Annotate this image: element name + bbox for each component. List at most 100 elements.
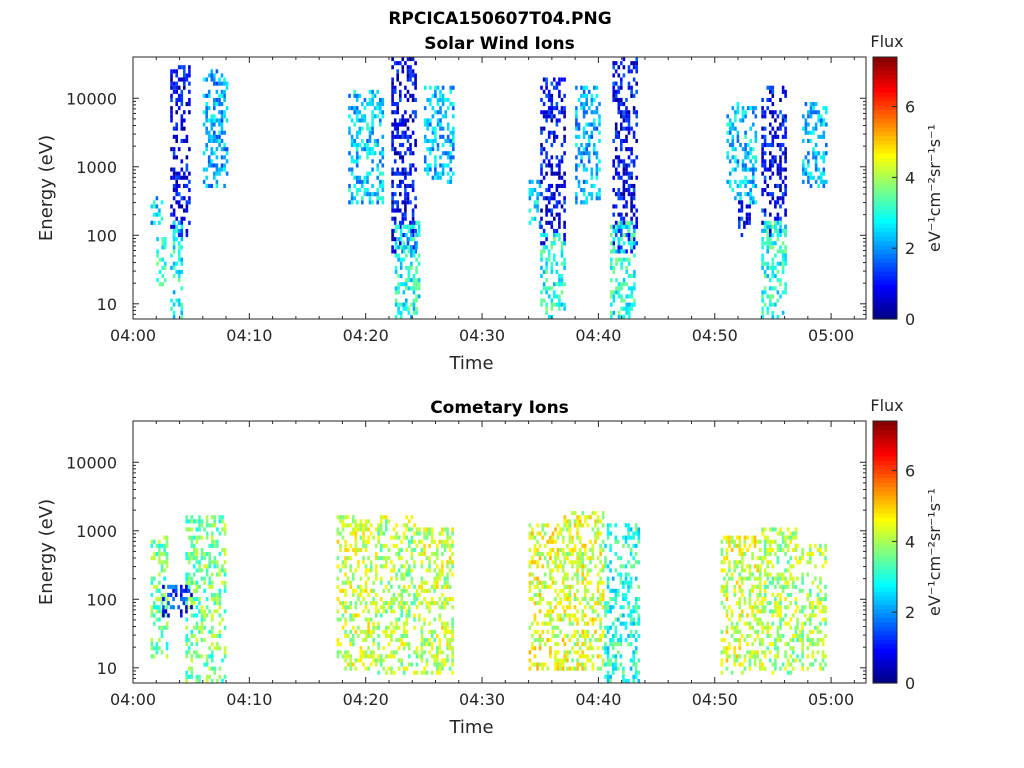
spectrogram-cell bbox=[350, 155, 354, 160]
spectrogram-cell bbox=[446, 658, 449, 663]
spectrogram-cell bbox=[720, 650, 724, 655]
spectrogram-cell bbox=[375, 572, 378, 577]
spectrogram-cell bbox=[533, 543, 537, 548]
spectrogram-cell bbox=[819, 621, 822, 626]
spectrogram-cell bbox=[210, 163, 214, 168]
spectrogram-cell bbox=[177, 245, 181, 250]
spectrogram-cell bbox=[377, 527, 380, 532]
spectrogram-cell bbox=[771, 171, 775, 176]
spectrogram-cell bbox=[632, 237, 636, 242]
spectrogram-cell bbox=[399, 237, 403, 242]
spectrogram-cell bbox=[563, 515, 567, 520]
spectrogram-cell bbox=[420, 633, 424, 638]
spectrogram-cell bbox=[784, 118, 787, 123]
spectrogram-cell bbox=[536, 531, 539, 536]
spectrogram-cell bbox=[536, 196, 539, 201]
spectrogram-cell bbox=[367, 646, 370, 651]
spectrogram-cell bbox=[541, 552, 544, 557]
x-axis-label: Time bbox=[448, 717, 493, 738]
spectrogram-cell bbox=[549, 646, 552, 651]
spectrogram-cell bbox=[441, 93, 445, 98]
spectrogram-cell bbox=[789, 625, 792, 630]
spectrogram-cell bbox=[223, 625, 227, 630]
spectrogram-cell bbox=[816, 601, 820, 606]
spectrogram-cell bbox=[759, 617, 762, 622]
spectrogram-cell bbox=[210, 69, 214, 74]
spectrogram-cell bbox=[382, 531, 386, 536]
y-tick-label: 100 bbox=[86, 226, 117, 245]
spectrogram-cell bbox=[155, 543, 159, 548]
spectrogram-cell bbox=[366, 192, 369, 197]
spectrogram-cell bbox=[601, 629, 605, 634]
spectrogram-cell bbox=[404, 216, 407, 221]
spectrogram-cell bbox=[436, 547, 439, 552]
spectrogram-cell bbox=[411, 69, 415, 74]
spectrogram-cell bbox=[415, 220, 418, 225]
spectrogram-cell bbox=[759, 658, 762, 663]
spectrogram-cell bbox=[393, 147, 397, 152]
spectrogram-cell bbox=[801, 642, 804, 647]
spectrogram-cell bbox=[172, 302, 176, 307]
spectrogram-cell bbox=[582, 126, 586, 131]
spectrogram-cell bbox=[720, 662, 724, 667]
spectrogram-cell bbox=[367, 633, 370, 638]
spectrogram-cell bbox=[632, 106, 636, 111]
spectrogram-cell bbox=[346, 523, 350, 528]
spectrogram-cell bbox=[344, 601, 347, 606]
spectrogram-cell bbox=[549, 535, 552, 540]
spectrogram-cell bbox=[150, 638, 154, 643]
spectrogram-cell bbox=[769, 552, 772, 557]
colorbar-band bbox=[873, 297, 897, 303]
spectrogram-cell bbox=[578, 539, 582, 544]
spectrogram-cell bbox=[446, 564, 449, 569]
spectrogram-cell bbox=[769, 143, 772, 148]
spectrogram-cell bbox=[362, 597, 365, 602]
spectrogram-cell bbox=[387, 580, 391, 585]
spectrogram-cell bbox=[223, 560, 227, 565]
spectrogram-cell bbox=[754, 167, 758, 172]
spectrogram-cell bbox=[634, 601, 638, 606]
spectrogram-cell bbox=[448, 568, 452, 573]
spectrogram-cell bbox=[183, 138, 186, 143]
spectrogram-cell bbox=[555, 183, 559, 188]
spectrogram-cell bbox=[341, 523, 345, 528]
x-tick-label: 04:20 bbox=[343, 326, 389, 345]
spectrogram-cell bbox=[436, 85, 440, 90]
spectrogram-cell bbox=[399, 302, 403, 307]
spectrogram-cell bbox=[391, 183, 394, 188]
spectrogram-cell bbox=[779, 110, 782, 115]
spectrogram-cell bbox=[213, 633, 217, 638]
spectrogram-cell bbox=[225, 118, 229, 123]
spectrogram-cell bbox=[599, 601, 602, 606]
spectrogram-cell bbox=[748, 220, 751, 225]
spectrogram-cell bbox=[804, 171, 808, 176]
spectrogram-cell bbox=[205, 183, 208, 188]
spectrogram-cell bbox=[183, 216, 186, 221]
spectrogram-cell bbox=[533, 535, 537, 540]
spectrogram-cell bbox=[587, 106, 591, 111]
spectrogram-cell bbox=[405, 560, 409, 565]
spectrogram-cell bbox=[390, 621, 393, 626]
spectrogram-cell bbox=[533, 200, 537, 205]
spectrogram-cell bbox=[812, 147, 815, 152]
spectrogram-cell bbox=[748, 597, 752, 602]
spectrogram-cell bbox=[170, 118, 173, 123]
spectrogram-cell bbox=[336, 597, 340, 602]
spectrogram-cell bbox=[619, 572, 623, 577]
spectrogram-cell bbox=[753, 543, 757, 548]
spectrogram-cell bbox=[165, 556, 169, 561]
spectrogram-cell bbox=[348, 130, 351, 135]
spectrogram-cell bbox=[430, 539, 434, 544]
spectrogram-cell bbox=[779, 228, 782, 233]
spectrogram-cell bbox=[438, 617, 442, 622]
spectrogram-cell bbox=[413, 670, 416, 675]
spectrogram-cell bbox=[575, 118, 578, 123]
spectrogram-cell bbox=[341, 519, 345, 524]
spectrogram-cell bbox=[776, 531, 780, 536]
spectrogram-cell bbox=[425, 556, 429, 561]
spectrogram-cell bbox=[598, 118, 601, 123]
spectrogram-cell bbox=[796, 633, 799, 638]
spectrogram-cell bbox=[627, 580, 630, 585]
spectrogram-cell bbox=[599, 597, 602, 602]
spectrogram-cell bbox=[784, 228, 787, 233]
